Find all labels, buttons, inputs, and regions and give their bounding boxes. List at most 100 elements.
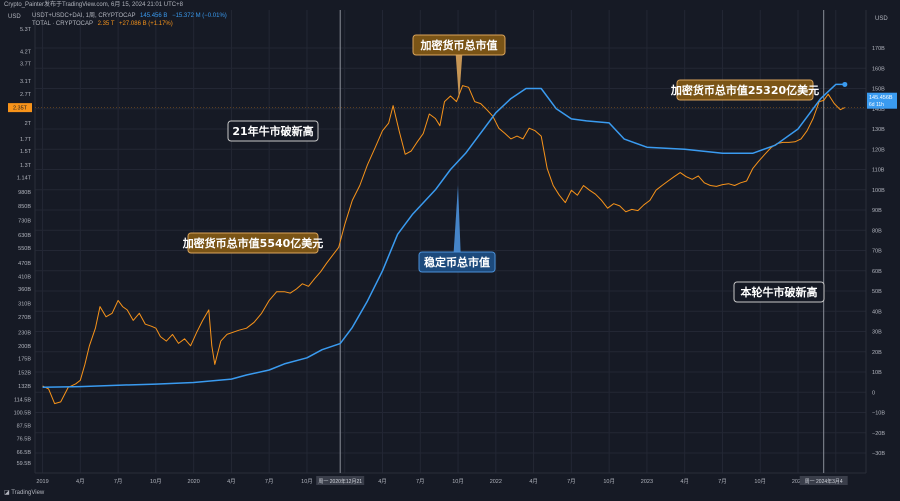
right-tick-label: 20B	[872, 350, 882, 356]
callout-bull-2021-text: 21年牛市破新高	[232, 124, 313, 138]
source-line: Crypto_Painter发布于TradingView.com, 6月 15,…	[4, 2, 183, 8]
x-tick-label: 7月	[416, 478, 425, 485]
right-tick-label: 90B	[872, 208, 882, 214]
callout-stablecoin-box	[418, 251, 496, 273]
callout-bull-now: 本轮牛市破新高	[733, 281, 825, 303]
right-tick-label: 0	[872, 390, 875, 396]
legend-series-1: USDT+USDC+DAI, 1周, CRYPTOCAP 145.456 B −…	[32, 13, 227, 20]
left-tick-label: 3.1T	[20, 79, 32, 85]
tradingview-logo: ◪ TradingView	[4, 489, 44, 496]
x-tick-label: 2024	[792, 479, 804, 485]
x-tick-label: 2020	[188, 479, 200, 485]
left-tick-label: 4.2T	[20, 49, 32, 55]
right-tick-label: 130B	[872, 127, 885, 133]
right-tick-label: −10B	[872, 411, 885, 417]
legend-series-2-value: 2.35 T	[97, 21, 115, 27]
x-tick-label: 4月	[227, 478, 236, 485]
callout-total-554b-box	[187, 232, 319, 254]
left-tick-label: 175B	[18, 357, 31, 363]
left-tick-label: 87.5B	[17, 424, 32, 430]
x-tick-label: 2019	[36, 479, 48, 485]
right-tick-label: 120B	[872, 147, 885, 153]
left-tick-label: 1.14T	[17, 176, 32, 182]
callout-bull-2021: 21年牛市破新高	[227, 120, 319, 142]
right-tick-label: 70B	[872, 249, 882, 255]
x-tick-label: 4月	[76, 478, 85, 485]
right-tick-label: 170B	[872, 46, 885, 52]
logo-text: TradingView	[11, 490, 45, 496]
callout-total-554b: 加密货币总市值5540亿美元	[182, 232, 342, 254]
left-tick-label: 1.5T	[20, 149, 32, 155]
right-tick-label: 60B	[872, 269, 882, 275]
left-tick-label: 3.7T	[20, 62, 32, 68]
left-tick-label: 410B	[18, 274, 31, 280]
x-tick-label: 10月	[452, 478, 464, 485]
right-tick-label: 40B	[872, 309, 882, 315]
x-tick-label: 7月	[567, 478, 576, 485]
x-tick-label: 4月	[529, 478, 538, 485]
left-tick-label: 59.5B	[17, 461, 32, 467]
left-tick-label: 360B	[18, 287, 31, 293]
left-axis-ticks: 5.3T4.2T3.7T3.1T2.7T2.3T2T1.7T1.5T1.3T1.…	[14, 27, 32, 467]
callout-bull-now-text: 本轮牛市破新高	[741, 285, 818, 299]
right-axis-unit: USD	[875, 16, 888, 22]
legend-series-2: TOTAL · CRYPTOCAP 2.35 T +27.086 B (+1.1…	[32, 21, 173, 28]
callout-total-2532b-box	[676, 79, 814, 101]
callout-peak-total-box	[412, 34, 506, 56]
date-badge-bg	[799, 476, 848, 485]
left-tick-label: 270B	[18, 315, 31, 321]
x-tick-label: 4月	[378, 478, 387, 485]
date-badge-label: 周一 2024年3月4	[805, 478, 843, 485]
callout-stablecoin: 稳定币总市值	[418, 185, 496, 273]
left-tick-label: 470B	[18, 261, 31, 267]
left-tick-label: 200B	[18, 344, 31, 350]
x-tick-label: 7月	[265, 478, 274, 485]
left-tick-label: 100.5B	[14, 410, 32, 416]
right-tick-label: 110B	[872, 168, 885, 174]
left-axis-unit: USD	[8, 14, 21, 20]
right-price-badge-countdown: 6d 11h	[869, 102, 884, 108]
right-tick-label: 100B	[872, 188, 885, 194]
legend-series-1-name: USDT+USDC+DAI, 1周, CRYPTOCAP	[32, 13, 136, 19]
x-tick-label: 7月	[718, 478, 727, 485]
x-tick-label: 10月	[301, 478, 313, 485]
left-tick-label: 310B	[18, 301, 31, 307]
callout-peak-total: 加密货币总市值	[412, 34, 506, 100]
x-axis-ticks: 20194月7月10月20204月7月10月20214月7月10月20224月7…	[36, 478, 840, 485]
left-tick-label: 76.5B	[17, 437, 32, 443]
x-tick-label: 10月	[150, 478, 162, 485]
left-tick-label: 2T	[25, 121, 32, 127]
callout-bull-now-box	[733, 281, 825, 303]
stablecoin-end-dot	[842, 81, 848, 87]
right-tick-label: 50B	[872, 289, 882, 295]
x-tick-label: 4月	[680, 478, 689, 485]
left-tick-label: 114.5B	[14, 398, 31, 404]
series-line-total	[42, 85, 846, 405]
right-tick-label: 160B	[872, 66, 885, 72]
legend-series-2-name: TOTAL · CRYPTOCAP	[32, 21, 93, 27]
date-badge-label: 周一 2020年12月21	[318, 478, 362, 485]
left-tick-label: 630B	[18, 233, 31, 239]
left-tick-label: 152B	[18, 370, 31, 376]
right-axis-ticks: 170B 160B 150B 140B 130B 120B 110B 100B 90B 80B 70…	[872, 46, 885, 457]
callout-total-2532b-text: 加密货币总市值25320亿美元	[670, 83, 819, 97]
left-tick-label: 850B	[18, 204, 31, 210]
x-tick-label: 2022	[490, 479, 502, 485]
callout-total-2532b: 加密货币总市值25320亿美元	[670, 79, 843, 101]
left-tick-label: 230B	[18, 330, 31, 336]
left-price-badge: 2.35T	[13, 106, 28, 112]
left-tick-label: 730B	[18, 219, 31, 225]
callout-stablecoin-text: 稳定币总市值	[424, 255, 490, 269]
right-tick-label: 140B	[872, 107, 885, 113]
right-tick-label: 30B	[872, 330, 882, 336]
left-tick-label: 5.3T	[20, 27, 32, 33]
logo-icon: ◪	[4, 490, 10, 496]
right-price-badge: 145.456B	[869, 95, 893, 101]
callout-peak-total-text: 加密货币总市值	[420, 38, 498, 52]
legend-series-1-change: −15.372 M (−0.01%)	[172, 13, 227, 19]
left-tick-label: 66.5B	[17, 450, 32, 456]
left-tick-label: 132B	[18, 384, 31, 390]
left-tick-label: 980B	[18, 190, 31, 196]
callout-stablecoin-pointer	[453, 185, 461, 262]
